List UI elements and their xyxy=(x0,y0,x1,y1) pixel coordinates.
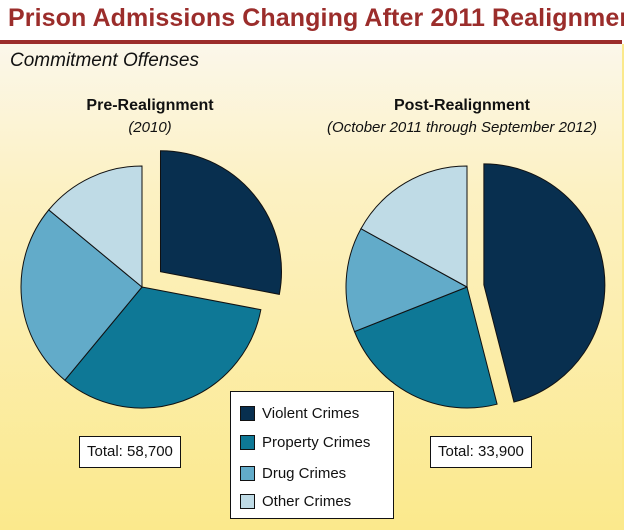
legend-swatch-drug xyxy=(240,465,255,481)
pie-pre-realignment xyxy=(20,150,282,409)
pie-subtitle-pre: (2010) xyxy=(128,119,172,136)
legend-item-drug: Drug Crimes xyxy=(240,463,346,483)
legend-item-property: Property Crimes xyxy=(240,432,370,452)
pie-slice-violent xyxy=(159,150,282,295)
pie-slice-property xyxy=(64,286,262,409)
legend-swatch-property xyxy=(240,434,255,450)
pie-slice-property xyxy=(353,286,498,409)
page-title: Prison Admissions Changing After 2011 Re… xyxy=(8,4,624,32)
pie-title-pre: Pre-Realignment xyxy=(86,97,214,114)
pie-slice-drug xyxy=(345,228,469,333)
legend-item-other: Other Crimes xyxy=(240,491,351,511)
total-pre: Total: 58,700 xyxy=(79,436,181,468)
legend-swatch-violent xyxy=(240,405,255,421)
legend-label-other: Other Crimes xyxy=(262,492,352,510)
pie-slice-violent xyxy=(483,163,606,403)
pie-slice-drug xyxy=(20,209,143,381)
legend: Violent Crimes Property Crimes Drug Crim… xyxy=(230,391,394,519)
legend-label-property: Property Crimes xyxy=(262,433,371,451)
legend-swatch-other xyxy=(240,493,255,509)
total-post: Total: 33,900 xyxy=(430,436,532,468)
page-subtitle: Commitment Offenses xyxy=(10,50,199,71)
pie-subtitle-post: (October 2011 through September 2012) xyxy=(327,119,597,136)
legend-label-violent: Violent Crimes xyxy=(262,404,360,422)
pie-slice-other xyxy=(360,165,468,288)
pie-post-realignment xyxy=(345,163,606,409)
pie-title-post: Post-Realignment xyxy=(393,97,530,114)
title-rule xyxy=(0,40,622,44)
legend-label-drug: Drug Crimes xyxy=(262,464,347,482)
pie-slice-other xyxy=(48,165,143,289)
legend-item-violent: Violent Crimes xyxy=(240,403,359,423)
